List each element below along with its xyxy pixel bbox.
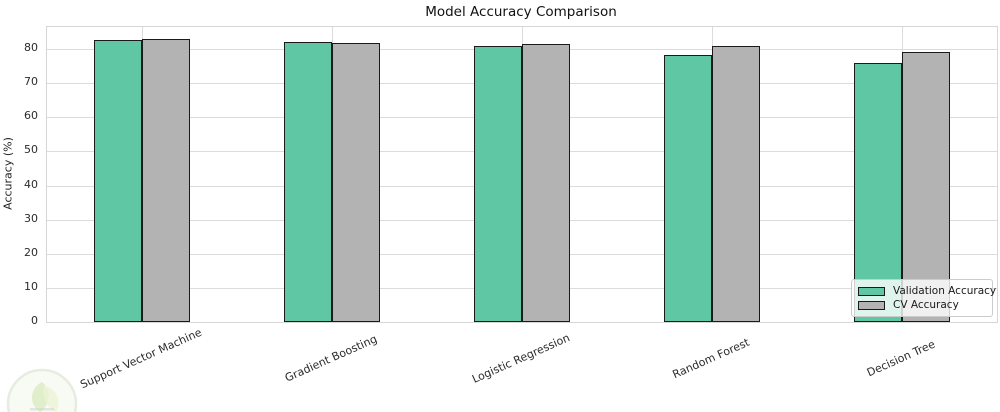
chart-title: Model Accuracy Comparison: [425, 4, 617, 20]
bar-validation-1: [284, 42, 332, 322]
leaf-logo-watermark-icon: [6, 368, 78, 412]
y-tick-label: 70: [24, 75, 38, 89]
x-tick-label: Gradient Boosting: [282, 332, 380, 385]
plot-area: [46, 26, 998, 323]
bar-validation-4: [854, 62, 902, 322]
bar-cv-1: [332, 43, 380, 322]
legend: Validation Accuracy CV Accuracy: [851, 279, 996, 317]
bar-cv-2: [522, 44, 570, 322]
legend-entry: Validation Accuracy: [858, 284, 996, 298]
y-tick-label: 10: [24, 279, 38, 293]
y-tick-label: 20: [24, 245, 38, 259]
bar-cv-0: [142, 38, 190, 322]
cv-accuracy-swatch-icon: [858, 300, 885, 310]
y-tick-label: 50: [24, 143, 38, 157]
y-tick-label: 60: [24, 109, 38, 123]
legend-entry: CV Accuracy: [858, 298, 986, 312]
y-tick-label: 40: [24, 177, 38, 191]
bar-validation-3: [664, 55, 712, 322]
x-tick-label: Decision Tree: [864, 337, 938, 380]
x-tick-label: Support Vector Machine: [78, 325, 204, 392]
bar-validation-2: [474, 46, 522, 322]
validation-accuracy-swatch-icon: [858, 286, 885, 296]
bar-cv-4: [902, 51, 950, 322]
y-tick-label: 80: [24, 41, 38, 55]
legend-label: CV Accuracy: [893, 299, 959, 311]
y-tick-label: 30: [24, 211, 38, 225]
y-tick-label: 0: [31, 314, 38, 327]
x-tick-label: Random Forest: [670, 335, 752, 382]
x-tick-label: Logistic Regression: [470, 331, 572, 386]
bar-cv-3: [712, 46, 760, 322]
bar-validation-0: [94, 39, 142, 322]
legend-label: Validation Accuracy: [893, 285, 997, 297]
